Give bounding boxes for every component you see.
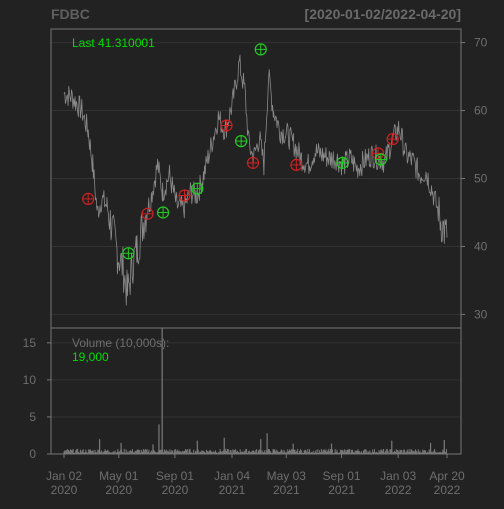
x-tick-label: Jan 02 2020 xyxy=(46,469,82,497)
price-grid xyxy=(51,42,461,315)
price-axis: 30 40 50 60 70 xyxy=(461,36,488,321)
sell-signal-marker xyxy=(178,189,191,202)
chart-symbol-title: FDBC xyxy=(51,6,90,22)
volume-tick-label: 10 xyxy=(23,373,37,387)
sell-signal-marker xyxy=(220,119,233,132)
volume-tick-label: 15 xyxy=(23,336,37,350)
sell-signal-marker xyxy=(141,207,154,220)
sell-signal-marker xyxy=(246,156,260,169)
x-tick-label: May 01 2020 xyxy=(99,469,139,497)
buy-signal-marker xyxy=(191,182,204,195)
x-axis: Jan 02 2020 May 01 2020 Sep 01 2020 Jan 04 2021… xyxy=(46,454,465,497)
price-tick-label: 50 xyxy=(474,172,488,186)
x-tick-label: May 03 2021 xyxy=(267,469,307,497)
x-tick-label: Apr 20 2022 xyxy=(429,469,465,497)
buy-signal-marker xyxy=(156,206,170,219)
sell-signal-marker xyxy=(82,192,95,205)
x-tick-label: Jan 03 2022 xyxy=(380,469,416,497)
price-tick-label: 60 xyxy=(474,104,488,118)
buy-signal-marker xyxy=(336,156,349,169)
x-tick-label: Jan 04 2021 xyxy=(214,469,250,497)
price-tick-label: 40 xyxy=(474,239,488,253)
volume-tick-label: 0 xyxy=(29,447,36,461)
sell-signal-marker xyxy=(290,158,303,172)
buy-signal-marker xyxy=(374,153,387,166)
volume-axis: 0 5 10 15 xyxy=(23,336,51,461)
volume-label: Volume (10,000s): xyxy=(72,336,169,350)
chart-date-range: [2020-01-02/2022-04-20] xyxy=(305,6,461,22)
price-tick-label: 70 xyxy=(474,36,488,50)
buy-signal-marker xyxy=(254,43,267,56)
x-tick-label: Sep 01 2021 xyxy=(323,469,361,497)
sell-signal-marker xyxy=(386,132,399,146)
price-line xyxy=(63,54,448,306)
buy-signal-marker xyxy=(235,135,248,148)
volume-tick-label: 5 xyxy=(29,410,36,424)
last-price-label: Last 41.310001 xyxy=(72,36,155,50)
x-tick-label: Sep 01 2020 xyxy=(156,469,194,497)
volume-bars xyxy=(63,328,448,454)
volume-last-value: 19,000 xyxy=(72,350,109,364)
signal-markers xyxy=(82,43,399,260)
sell-signal-marker xyxy=(371,147,385,160)
buy-signal-marker xyxy=(122,247,135,260)
price-tick-label: 30 xyxy=(474,307,488,321)
price-series xyxy=(63,54,448,306)
